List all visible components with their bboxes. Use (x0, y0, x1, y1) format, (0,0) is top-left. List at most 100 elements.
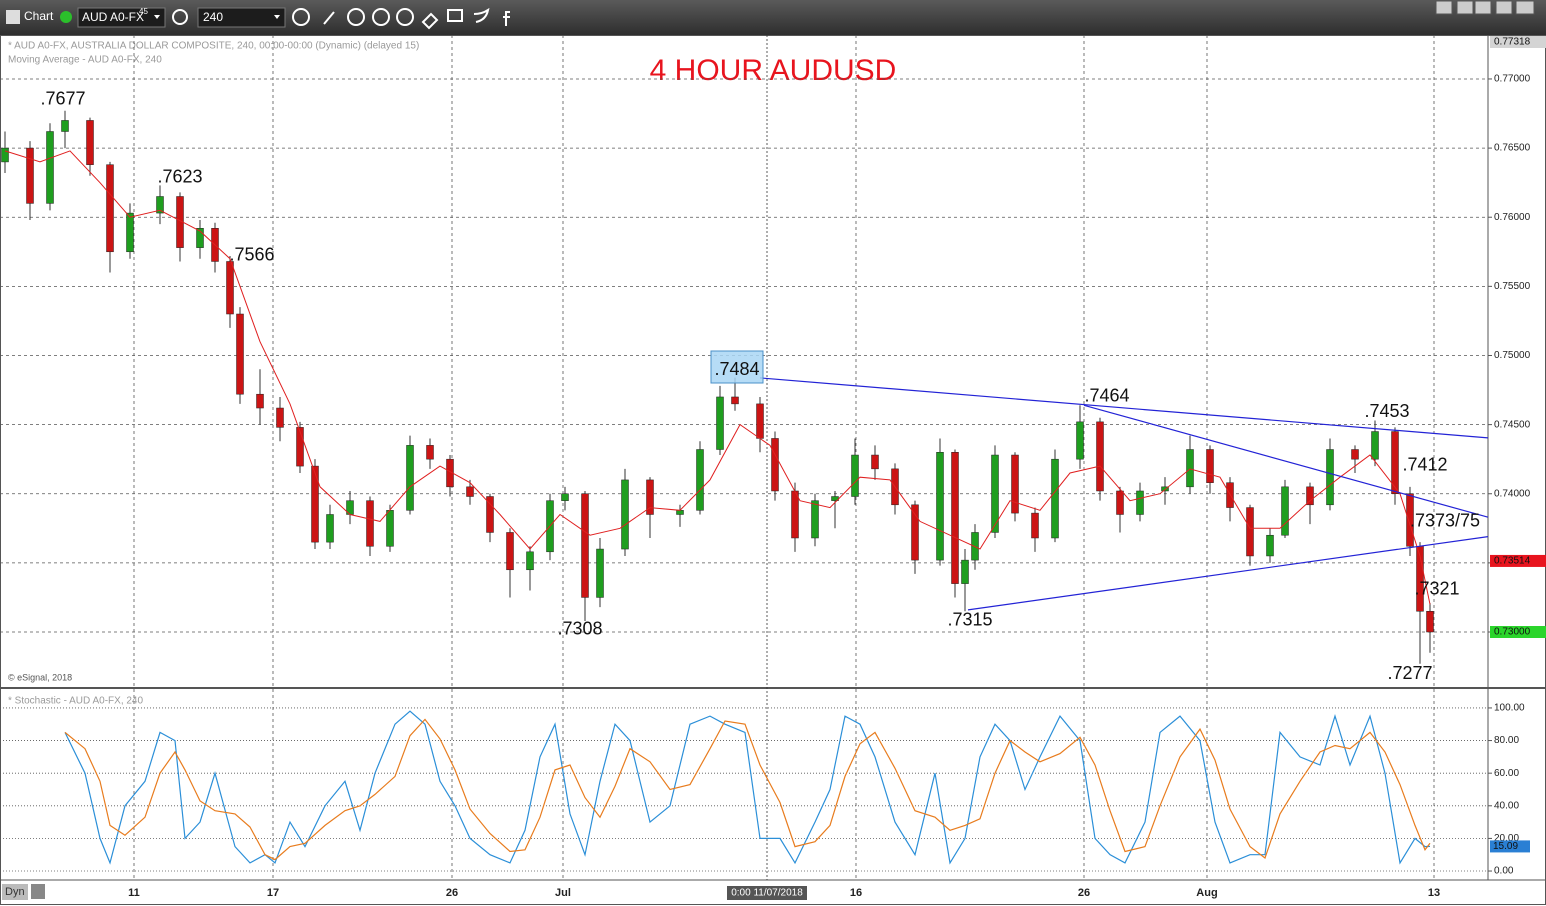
y-tick-label: 0.74500 (1494, 419, 1531, 430)
candle-body (771, 438, 779, 492)
candle-body (1391, 431, 1399, 494)
candle-body (1326, 449, 1334, 506)
candle-body (731, 396, 739, 405)
symbol-superscript: 45 (139, 7, 148, 16)
study-icon[interactable] (347, 8, 365, 26)
candle-body (506, 532, 514, 571)
candle-body (406, 445, 414, 511)
annotation: .7566 (229, 245, 274, 265)
candle-body (561, 493, 569, 501)
annotation: .7623 (157, 167, 202, 187)
annotation-highlight (710, 350, 764, 384)
annotation: .7321 (1414, 579, 1459, 599)
price-marker (1490, 626, 1546, 639)
candle-body (991, 454, 999, 533)
x-tick-label: 16 (850, 887, 862, 899)
y-tick-label: 60.00 (1494, 768, 1519, 779)
annotation: .7308 (557, 619, 602, 639)
interval-box[interactable] (197, 7, 286, 28)
candle-body (1351, 449, 1359, 460)
price-marker (1490, 554, 1546, 567)
candle-body (1031, 512, 1039, 539)
twitter-icon[interactable] (473, 7, 490, 23)
chat-icon[interactable] (447, 9, 463, 22)
settings-icon[interactable] (172, 9, 188, 25)
candle-body (1076, 421, 1084, 460)
play-icon[interactable] (372, 8, 390, 26)
candle-body (256, 393, 264, 409)
candle-body (156, 196, 164, 214)
candle-body (276, 407, 284, 428)
candle-body (1246, 507, 1254, 557)
candle-body (596, 548, 604, 598)
candle-body (911, 504, 919, 561)
chart-icon[interactable] (6, 10, 20, 24)
candle-body (526, 551, 534, 571)
tool-icons (323, 7, 510, 30)
candle-body (871, 454, 879, 470)
annotation: .7484 (714, 359, 759, 379)
y-tick-label: 0.00 (1494, 866, 1514, 877)
moving-average (4, 150, 1431, 605)
candle-body (1011, 454, 1019, 514)
symbol-box[interactable] (77, 7, 166, 28)
dropdown-arrow[interactable] (274, 15, 280, 19)
facebook-icon[interactable] (503, 11, 510, 26)
time-icon[interactable] (292, 8, 310, 26)
link-icon[interactable] (60, 11, 72, 23)
chart-subtitle: * AUD A0-FX, AUSTRALIA DOLLAR COMPOSITE,… (8, 41, 419, 52)
minimize-button[interactable] (1474, 0, 1492, 15)
trendline (759, 377, 1489, 439)
alert-icon[interactable] (396, 8, 414, 26)
candle-body (961, 559, 969, 584)
help-button[interactable] (1435, 0, 1453, 15)
overlay-label: Moving Average - AUD A0-FX, 240 (8, 55, 162, 66)
y-tick-label: 40.00 (1494, 800, 1519, 811)
candle-body (696, 449, 704, 511)
y-tick-label: 0.76000 (1494, 212, 1531, 223)
candle-body (621, 479, 629, 550)
annotation: .7453 (1364, 401, 1409, 421)
status: Dyn (5, 886, 25, 898)
x-tick-label: 13 (1428, 887, 1440, 899)
stochastic-line (64, 710, 1431, 865)
candle-body (61, 120, 69, 132)
stochastic-marker-label: 15.09 (1493, 841, 1518, 852)
x-tick-label: 26 (1078, 887, 1090, 899)
candle-body (86, 120, 94, 165)
y-tick-label: 0.74000 (1494, 488, 1531, 499)
candle-body (466, 486, 474, 497)
status-box (2, 884, 28, 900)
candle-body (126, 212, 134, 253)
draw-icon[interactable] (323, 11, 335, 25)
candle-body (196, 228, 204, 248)
candle-body (326, 514, 334, 543)
candle-body (791, 490, 799, 539)
link2-icon[interactable] (421, 12, 439, 30)
annotation: .7464 (1084, 386, 1129, 406)
y-tick-label: 0.75000 (1494, 350, 1531, 361)
credit: © eSignal, 2018 (8, 672, 72, 682)
candle-body (1161, 486, 1169, 492)
annotation: .7277 (1387, 663, 1432, 683)
close-button[interactable] (1515, 0, 1535, 15)
candle-body (1426, 611, 1434, 633)
candle-body (236, 313, 244, 395)
candle-body (581, 493, 589, 598)
trendline (967, 536, 1489, 611)
dropdown-arrow[interactable] (154, 15, 160, 19)
restore-button[interactable] (1456, 0, 1474, 15)
y-tick-label: 0.75500 (1494, 281, 1531, 292)
y-tick-label: 100.00 (1494, 703, 1525, 714)
annotation: .7373/75 (1410, 511, 1480, 531)
stochastic-line (64, 718, 1431, 861)
annotation: .7412 (1402, 455, 1447, 475)
annotation: .7315 (947, 610, 992, 630)
cursor-label-box (727, 886, 807, 900)
candle-body (811, 500, 819, 539)
status-icon[interactable] (31, 884, 45, 899)
candle-body (1136, 490, 1144, 515)
maximize-button[interactable] (1495, 0, 1513, 15)
